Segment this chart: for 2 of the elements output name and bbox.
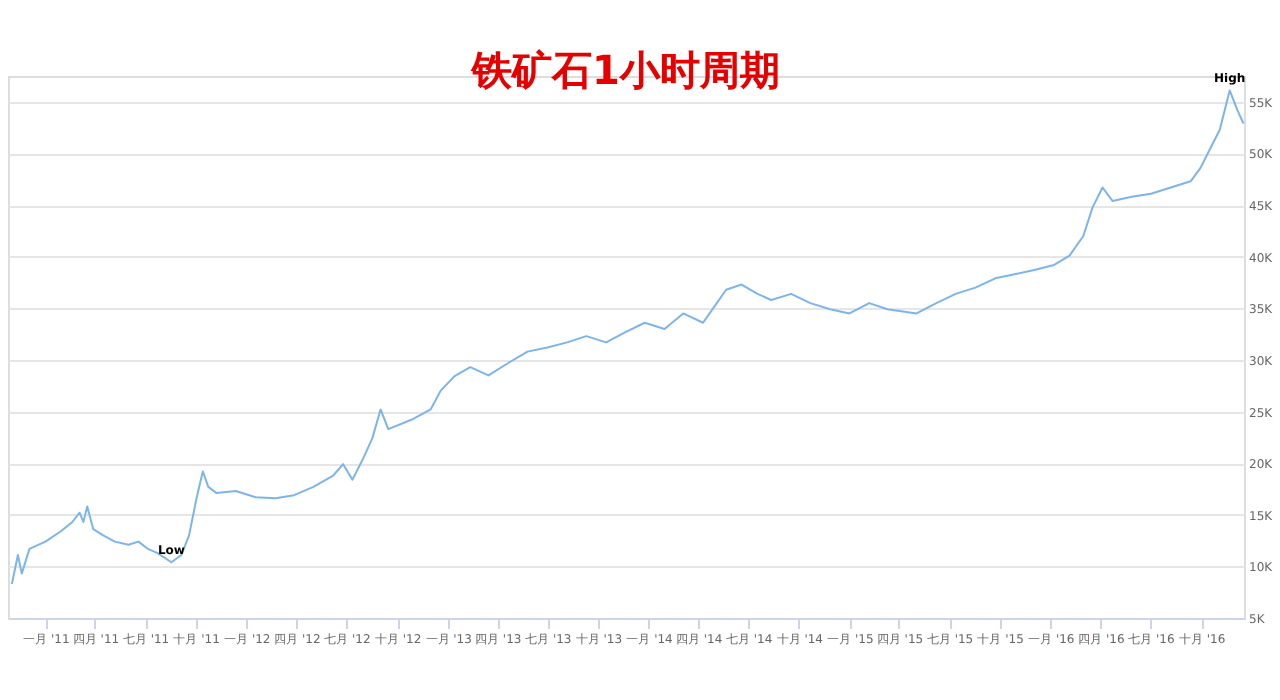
chart-title: 铁矿石1小时周期	[470, 46, 780, 95]
line-series	[10, 89, 1245, 585]
